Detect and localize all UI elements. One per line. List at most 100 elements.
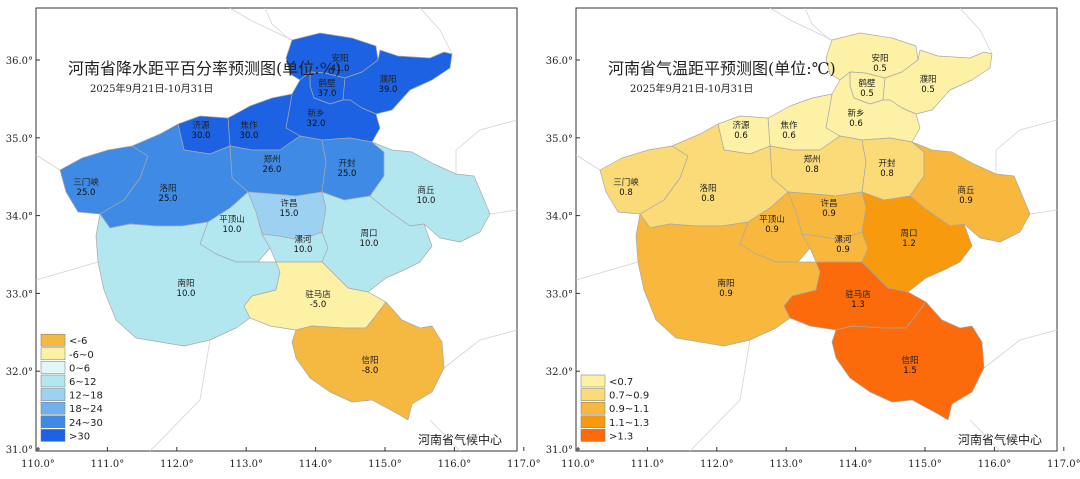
region-value-label: 0.6 [782,131,796,141]
y-tick-label: 33.0° [6,289,33,300]
region-name-label: 濮阳 [379,74,396,85]
region-value-label: 30.0 [192,131,211,141]
region-value-label: 0.5 [860,89,874,99]
map-date-range: 2025年9月21日-10月31日 [90,82,213,95]
neighbor-boundary [489,209,518,215]
x-tick-label: 117.0° [1047,459,1080,470]
map-title: 河南省降水距平百分率预测图(单位:%) [68,59,341,78]
precipitation-map: 安阳41.0鹤壁37.0濮阳39.0新乡32.0焦作30.0济源30.0郑州26… [6,7,541,470]
region-value-label: 26.0 [263,165,282,175]
region-name-label: 三门峡 [73,177,99,188]
legend-label: 1.1~1.3 [609,418,649,429]
x-tick-label: 110.0° [561,459,595,470]
legend-label: 0~6 [69,363,90,374]
neighbor-boundary [149,339,211,452]
region-value-label: 25.0 [159,194,178,204]
region-name-label: 济源 [732,120,750,131]
region-name-label: 周口 [360,229,377,239]
region-name-label: 焦作 [780,120,798,131]
legend-label: 18~24 [69,404,103,415]
region-value-label: 1.3 [851,300,865,310]
region-name-label: 三门峡 [613,177,639,188]
region-value-label: 10.0 [294,245,313,255]
x-tick-label: 111.0° [631,459,665,470]
region-信阳 [291,301,445,421]
region-name-label: 新乡 [847,108,864,119]
region-name-label: 濮阳 [919,74,936,85]
neighbor-boundary [769,7,833,41]
region-value-label: 0.9 [765,225,779,235]
region-value-label: 10.0 [360,239,379,249]
region-name-label: 开封 [878,158,896,169]
region-name-label: 商丘 [957,185,975,196]
region-name-label: 南阳 [177,278,194,289]
region-name-label: 驻马店 [845,289,871,300]
neighbor-boundary [35,154,61,171]
neighbor-boundary [35,261,99,281]
neighbor-boundary [443,329,518,369]
source-label: 河南省气候中心 [418,432,502,447]
neighbor-boundary [419,7,453,55]
y-tick-label: 31.0° [6,445,33,456]
region-labels: 安阳0.5鹤壁0.5濮阳0.5新乡0.6焦作0.6济源0.6郑州0.8开封0.8… [613,53,975,376]
legend-swatch [580,401,606,415]
region-value-label: -8.0 [362,366,379,376]
region-value-label: 0.9 [959,196,973,206]
region-value-label: 0.9 [822,209,836,219]
region-value-label: 0.8 [619,188,633,198]
region-周口 [861,191,973,293]
temperature-map: 安阳0.5鹤壁0.5濮阳0.5新乡0.6焦作0.6济源0.6郑州0.8开封0.8… [546,7,1080,470]
temperature-map-panel: 安阳 0.5 鹤壁 0.5 濮阳 0.5 新乡 0.6 焦作 0.6 济源 0.6 郑州 0.8 开封 0.8… [540,0,1080,475]
region-name-label: 漯河 [834,234,852,245]
x-tick-label: 110.0° [21,459,55,470]
region-value-label: 0.8 [805,165,819,175]
neighbor-boundary [575,261,639,281]
region-value-label: 0.9 [719,289,733,299]
region-name-label: 焦作 [240,120,258,131]
region-name-label: 驻马店 [305,289,331,300]
region-name-label: 鹤壁 [318,78,336,89]
neighbor-boundary [804,7,831,41]
y-tick-label: 36.0° [6,56,33,67]
neighbor-boundary [969,419,1001,452]
legend-swatch [40,429,66,442]
region-name-label: 济源 [192,120,210,131]
region-name-label: 漯河 [294,234,312,245]
y-tick-label: 33.0° [546,289,573,300]
region-name-label: 许昌 [280,198,297,209]
region-name-label: 郑州 [803,154,820,165]
y-tick-label: 32.0° [6,367,33,378]
region-value-label: 0.6 [734,131,748,141]
neighbor-boundary [264,7,291,41]
legend-swatch [580,388,606,401]
region-value-label: 15.0 [280,209,299,219]
legend-label: >30 [69,431,90,442]
legend-swatch [40,361,66,374]
region-value-label: 32.0 [307,119,326,129]
region-value-label: 0.5 [873,64,887,74]
x-tick-label: 117.0° [507,459,540,470]
x-tick-label: 116.0° [438,459,472,470]
legend-swatch [580,415,606,429]
y-tick-label: 35.0° [546,134,573,145]
region-value-label: 10.0 [417,196,436,206]
y-tick-label: 35.0° [6,134,33,145]
y-tick-label: 34.0° [546,212,573,223]
region-name-label: 鹤壁 [858,78,876,89]
legend-label: 6~12 [69,377,96,388]
legend-swatch [40,388,66,401]
region-value-label: 30.0 [240,131,259,141]
region-name-label: 许昌 [820,198,837,209]
region-name-label: 商丘 [417,185,435,196]
legend-label: >1.3 [609,431,633,442]
region-value-label: 1.2 [902,239,916,249]
region-labels: 安阳41.0鹤壁37.0濮阳39.0新乡32.0焦作30.0济源30.0郑州26… [73,53,435,376]
x-tick-label: 115.0° [908,459,942,470]
region-name-label: 安阳 [331,53,348,64]
region-value-label: 0.6 [849,119,863,129]
region-value-label: 25.0 [77,188,96,198]
region-value-label: 0.8 [701,194,715,204]
region-name-label: 南阳 [717,278,734,289]
x-tick-label: 115.0° [368,459,402,470]
legend-swatch [40,347,66,361]
